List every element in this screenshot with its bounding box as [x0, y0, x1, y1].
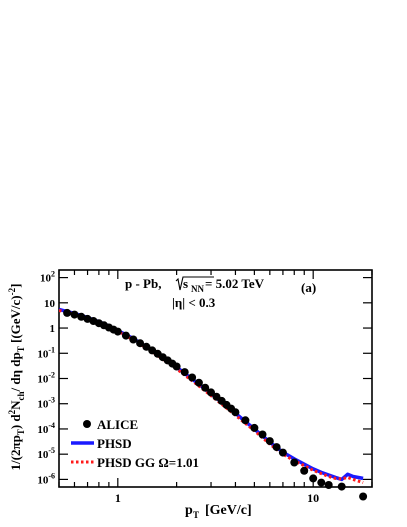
y-tick-labels: 10-6 10-5 10-4 10-3 10-2 10-1 1 10 102 [37, 270, 55, 487]
alice-point [324, 481, 333, 489]
y-tick-label: 10-3 [37, 396, 55, 411]
y-tick-label: 102 [40, 270, 55, 285]
alice-point [77, 312, 86, 321]
x-tick-labels: 1 10 [115, 491, 319, 505]
alice-point [265, 437, 274, 446]
alice-point [290, 458, 299, 467]
y-axis-label: 1/(2πpT) d2Nch/ dη dpT [(GeV/c)-2] [7, 284, 26, 471]
alice-point [359, 492, 368, 501]
svg-text:s: s [183, 276, 188, 291]
x-tick-label: 1 [115, 491, 121, 505]
alice-point [309, 474, 318, 483]
alice-point [231, 408, 240, 417]
alice-point [136, 339, 145, 348]
y-tick-label: 10-4 [37, 421, 55, 436]
svg-text:T: T [193, 510, 199, 520]
alice-point [337, 482, 346, 491]
y-tick-label: 10-5 [37, 446, 55, 461]
series-layer [59, 307, 368, 501]
alice-point [121, 331, 130, 340]
x-tick-label: 10 [307, 491, 319, 505]
sqrt-s-symbol: s NN [175, 276, 214, 294]
alice-point [250, 423, 259, 432]
alice-point [207, 388, 215, 397]
legend-alice-marker [83, 420, 91, 428]
alice-point [272, 443, 281, 452]
svg-text:[GeV/c]: [GeV/c] [205, 503, 252, 518]
legend-alice-label: ALICE [97, 417, 138, 432]
alice-point [70, 310, 79, 319]
alice-point [180, 368, 189, 377]
alice-point [258, 430, 267, 439]
axis-ticks [58, 270, 373, 487]
panel-label: (a) [301, 280, 316, 295]
title-energy: = 5.02 TeV [205, 276, 265, 291]
y-tick-label: 10-1 [37, 345, 55, 360]
alice-point [142, 342, 151, 351]
legend-phsd-label: PHSD [97, 436, 132, 451]
alice-point [113, 327, 122, 336]
y-tick-label: 10-2 [37, 371, 55, 386]
y-tick-label: 1 [50, 323, 56, 335]
alice-point [172, 362, 181, 371]
x-axis-label: p T [GeV/c] [185, 503, 252, 520]
alice-point [300, 466, 309, 475]
alice-point [201, 383, 210, 392]
y-tick-label: 10-6 [37, 471, 55, 486]
alice-point [278, 448, 287, 457]
alice-point [241, 416, 250, 425]
y-tick-label: 10 [44, 298, 56, 310]
svg-text:1/(2πpT) d2Nch/ dη dpT [(GeV/c: 1/(2πpT) d2Nch/ dη dpT [(GeV/c)-2] [7, 284, 26, 471]
legend-phsd-gg-label: PHSD GG Ω=1.01 [97, 455, 199, 470]
alice-point [194, 378, 203, 387]
eta-cut-label: |η| < 0.3 [172, 295, 216, 310]
alice-point [129, 335, 138, 344]
alice-point [188, 373, 197, 382]
alice-point [63, 308, 72, 317]
svg-text:p: p [185, 503, 193, 518]
legend: ALICE PHSD PHSD GG Ω=1.01 [71, 417, 199, 470]
alice-point [317, 478, 326, 487]
svg-text:NN: NN [191, 284, 204, 294]
title-system: p - Pb, [125, 276, 161, 291]
